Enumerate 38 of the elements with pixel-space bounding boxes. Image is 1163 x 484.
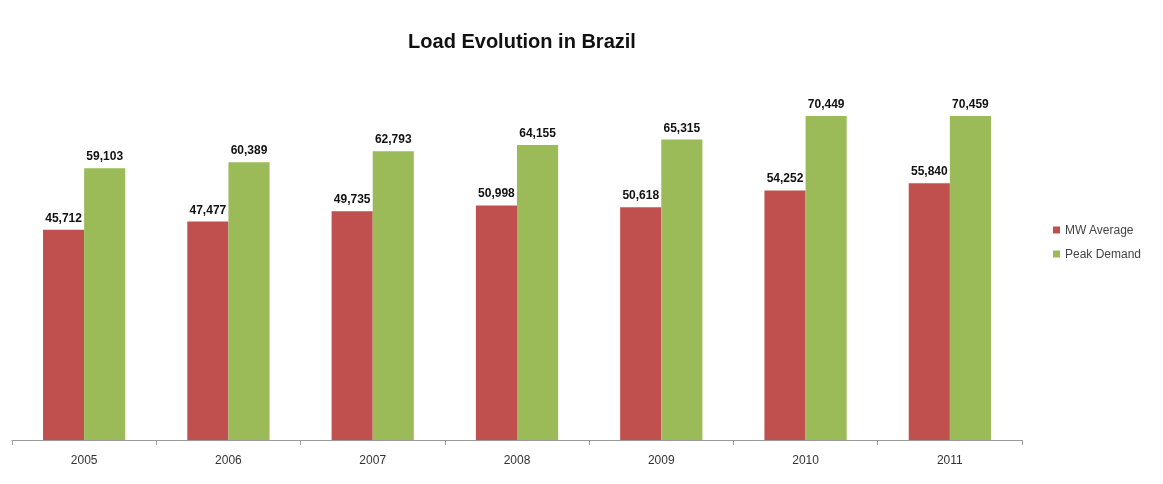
bar [517, 144, 559, 440]
bar [620, 207, 662, 440]
data-label: 59,103 [86, 149, 124, 164]
data-label: 50,618 [622, 188, 660, 203]
bar [84, 168, 126, 440]
bar [949, 115, 991, 440]
data-label: 45,712 [45, 210, 83, 225]
x-tick-label: 2011 [936, 453, 964, 467]
data-label: 62,793 [374, 132, 412, 147]
bar [187, 221, 229, 440]
bar [764, 190, 806, 440]
bar [661, 139, 703, 440]
bar [908, 183, 950, 440]
x-tick-label: 2006 [215, 453, 243, 467]
x-tick-label: 2005 [70, 453, 98, 467]
chart-title: Load Evolution in Brazil [408, 30, 636, 52]
data-label: 70,459 [952, 96, 990, 111]
data-label: 55,840 [910, 164, 948, 179]
x-tick-label: 2009 [647, 453, 675, 467]
data-label: 49,735 [333, 192, 371, 207]
legend-label: Peak Demand [1065, 247, 1142, 261]
x-tick-label: 2007 [359, 453, 387, 467]
bar [805, 115, 847, 440]
data-label: 64,155 [519, 125, 557, 140]
data-label: 60,389 [230, 143, 268, 158]
data-label: 65,315 [663, 120, 701, 135]
bar [372, 151, 414, 440]
data-label: 47,477 [189, 202, 227, 217]
bar [43, 229, 85, 440]
bar [228, 162, 270, 440]
bar [331, 211, 373, 440]
x-tick-label: 2010 [792, 453, 820, 467]
data-label: 70,449 [807, 96, 845, 111]
data-label: 54,252 [766, 171, 804, 186]
data-label: 50,998 [478, 186, 516, 201]
x-tick-label: 2008 [503, 453, 531, 467]
legend-label: MW Average [1065, 223, 1134, 237]
bar [475, 205, 517, 440]
